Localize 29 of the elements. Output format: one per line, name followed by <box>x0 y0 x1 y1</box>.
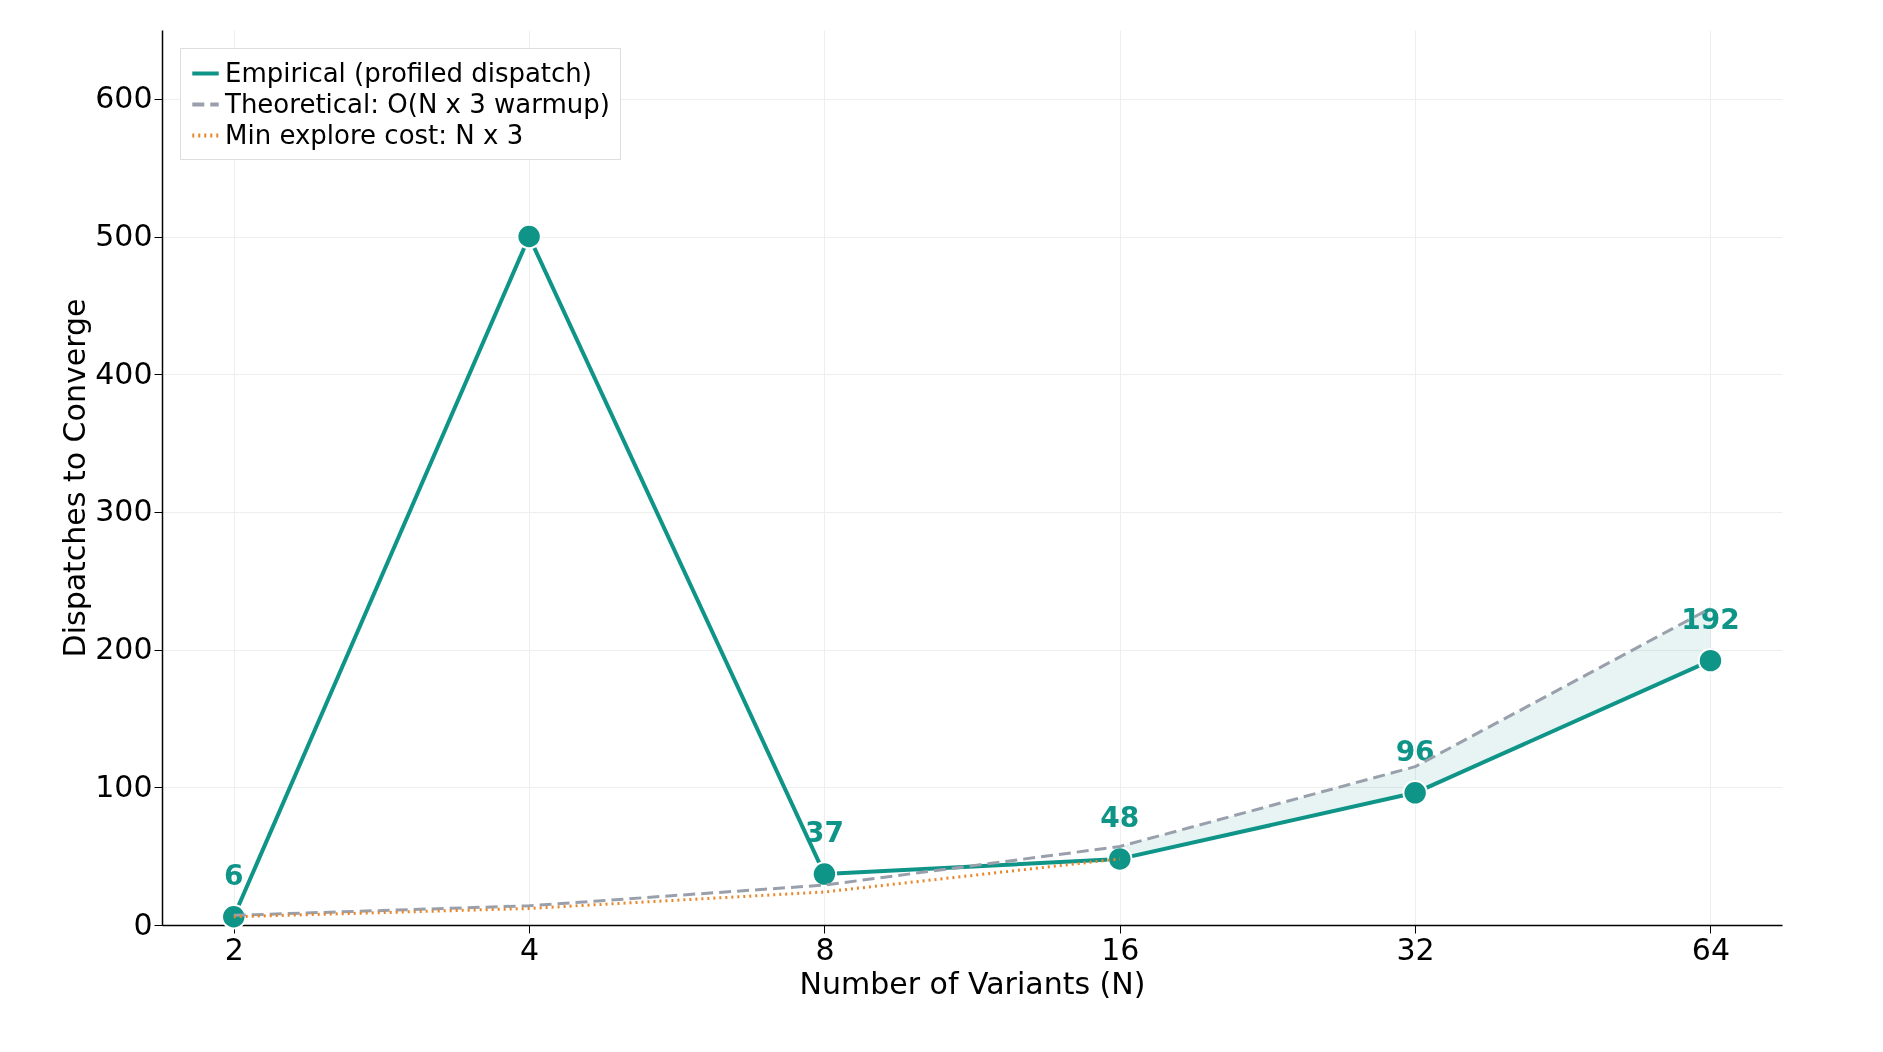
point <box>811 861 838 887</box>
data-label: 192 <box>1681 602 1740 636</box>
y-tick-label: 200 <box>95 631 153 667</box>
x-axis-title: Number of Variants (N) <box>799 965 1146 1001</box>
legend-label: Min explore cost: N x 3 <box>225 119 524 150</box>
point <box>1107 846 1133 872</box>
y-tick-label: 400 <box>95 355 153 391</box>
y-tick-label: 0 <box>133 906 153 942</box>
point <box>1402 780 1428 806</box>
data-label: 6 <box>224 858 244 892</box>
point <box>221 904 247 930</box>
x-tick-label: 64 <box>1691 931 1731 967</box>
y-tick-label: 300 <box>95 493 153 529</box>
point <box>516 223 542 250</box>
x-tick-label: 8 <box>815 931 835 967</box>
y-tick-label: 100 <box>95 768 153 804</box>
data-label: 37 <box>804 816 844 850</box>
y-tick-label: 500 <box>95 218 153 254</box>
data-label: 96 <box>1395 734 1435 768</box>
y-axis-title: Dispatches to Converge <box>57 298 93 658</box>
x-tick-label: 4 <box>520 931 540 967</box>
x-tick-label: 32 <box>1396 931 1435 967</box>
data-label: 48 <box>1100 800 1140 834</box>
legend-label: Empirical (profiled dispatch) <box>225 57 592 88</box>
x-tick-label: 16 <box>1101 931 1140 967</box>
y-tick-label: 600 <box>95 80 153 116</box>
x-tick-label: 2 <box>224 931 244 967</box>
point <box>1697 647 1724 674</box>
legend-label: Theoretical: O(N x 3 warmup) <box>224 88 610 119</box>
